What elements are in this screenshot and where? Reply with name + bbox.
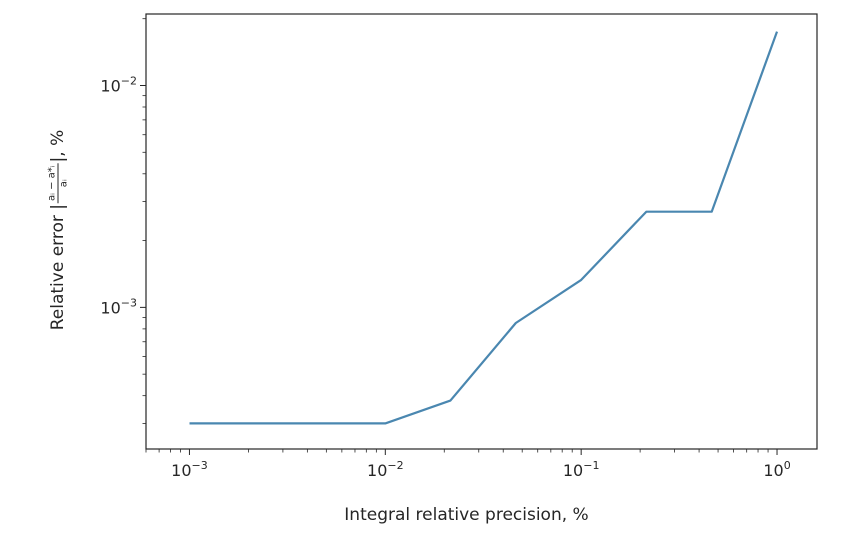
y-axis-label-prefix: Relative error |	[48, 204, 68, 331]
x-tick-label: 10−3	[171, 459, 208, 480]
x-axis-ticks: 10−3 10−2 10−1 100	[171, 449, 791, 480]
x-tick-label: 100	[763, 459, 790, 480]
x-tick-label: 10−1	[563, 459, 600, 480]
y-axis-label-denominator: aᵢ	[58, 179, 70, 188]
y-axis-label-suffix: |, %	[48, 129, 68, 163]
series-line	[189, 31, 779, 425]
x-axis-label: Integral relative precision, %	[344, 505, 589, 525]
x-tick-label: 10−2	[367, 459, 404, 480]
series-group	[189, 31, 779, 425]
y-tick-label: 10−3	[100, 296, 137, 317]
y-axis-label-numerator: aᵢ − a*ᵢ	[46, 163, 59, 204]
y-axis-label: Relative error | aᵢ − a*ᵢ aᵢ |, %	[46, 129, 70, 331]
minor-ticks	[142, 18, 769, 453]
plot-frame	[145, 13, 818, 450]
y-axis-ticks: 10−3 10−2	[100, 74, 146, 317]
y-axis-label-fraction: aᵢ − a*ᵢ aᵢ	[46, 163, 70, 204]
y-tick-label: 10−2	[100, 74, 137, 95]
